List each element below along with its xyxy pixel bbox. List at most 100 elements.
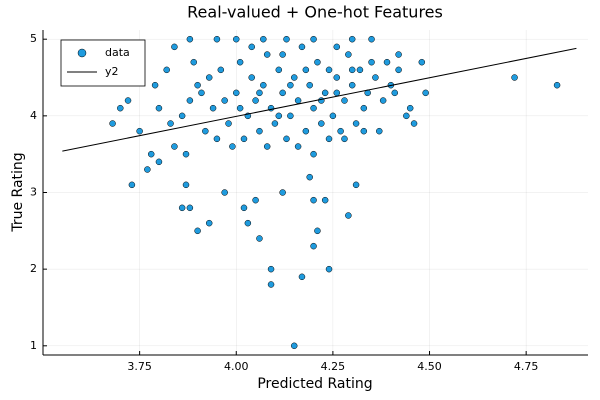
- point: [395, 51, 402, 58]
- point: [128, 181, 136, 189]
- point: [298, 43, 306, 51]
- point: [345, 51, 352, 58]
- point: [147, 150, 155, 158]
- point: [279, 51, 286, 58]
- point: [321, 196, 329, 204]
- point: [321, 89, 329, 97]
- point: [553, 81, 561, 89]
- point: [376, 127, 383, 135]
- point: [290, 74, 298, 81]
- point: [310, 35, 317, 43]
- point: [186, 204, 194, 212]
- point: [182, 181, 190, 189]
- point: [256, 89, 263, 97]
- point: [379, 97, 387, 104]
- point: [171, 43, 178, 51]
- point: [333, 89, 341, 97]
- point: [144, 166, 151, 173]
- point: [403, 112, 410, 120]
- point: [213, 35, 221, 43]
- point: [190, 58, 197, 66]
- point: [240, 204, 248, 212]
- point: [225, 120, 232, 127]
- y-tick-label: 4: [30, 109, 37, 122]
- point: [236, 104, 244, 112]
- point: [345, 212, 352, 219]
- point: [283, 35, 290, 43]
- x-axis-label: Predicted Rating: [257, 376, 372, 392]
- point: [511, 74, 518, 81]
- legend-box: [60, 39, 146, 87]
- point: [136, 127, 143, 135]
- point: [310, 150, 317, 158]
- point: [217, 66, 225, 74]
- point: [341, 97, 348, 104]
- y-tick-label: 5: [30, 32, 37, 45]
- chart-title: Real-valued + One-hot Features: [187, 3, 443, 22]
- y-tick-label: 2: [30, 262, 37, 275]
- point: [352, 120, 360, 127]
- point: [252, 97, 259, 104]
- point: [256, 127, 263, 135]
- point: [329, 112, 337, 120]
- point: [287, 112, 294, 120]
- point: [290, 342, 298, 350]
- point: [178, 204, 186, 212]
- point: [372, 74, 379, 81]
- point: [202, 127, 209, 135]
- x-tick-label: 4.75: [514, 360, 539, 373]
- point: [341, 135, 348, 143]
- point: [213, 135, 221, 143]
- point: [310, 104, 317, 112]
- point: [198, 89, 205, 97]
- y-tick-label: 1: [30, 339, 37, 352]
- point: [194, 227, 201, 235]
- y-axis-label: True Rating: [10, 152, 26, 232]
- point: [302, 66, 310, 74]
- point: [348, 66, 356, 74]
- point: [124, 97, 132, 104]
- point: [360, 127, 368, 135]
- point: [314, 227, 321, 235]
- point: [418, 58, 426, 66]
- point: [267, 265, 275, 273]
- point: [221, 189, 228, 196]
- point: [325, 135, 333, 143]
- point: [252, 196, 259, 204]
- point: [233, 35, 240, 43]
- point: [318, 97, 325, 104]
- point: [205, 219, 213, 227]
- point: [294, 143, 302, 150]
- point: [163, 66, 170, 74]
- point: [263, 143, 271, 150]
- point: [271, 120, 279, 127]
- legend-label: y2: [105, 65, 119, 78]
- legend-label: data: [105, 46, 130, 59]
- point: [229, 143, 236, 150]
- point: [248, 74, 255, 81]
- point: [410, 120, 418, 127]
- point: [314, 58, 321, 66]
- point: [406, 104, 414, 112]
- y-tick-label: 3: [30, 186, 37, 199]
- point: [383, 58, 391, 66]
- point: [275, 66, 283, 74]
- point: [167, 120, 174, 127]
- point: [171, 143, 178, 150]
- point: [240, 135, 248, 143]
- point: [302, 127, 310, 135]
- point: [422, 89, 429, 97]
- point: [236, 58, 244, 66]
- point: [117, 104, 124, 112]
- point: [283, 135, 290, 143]
- point: [256, 235, 263, 242]
- point: [155, 158, 163, 166]
- point: [368, 58, 375, 66]
- x-tick-label: 4.00: [224, 360, 249, 373]
- point: [279, 189, 286, 196]
- point: [337, 127, 344, 135]
- point: [109, 120, 116, 127]
- point: [279, 89, 286, 97]
- point: [348, 81, 356, 89]
